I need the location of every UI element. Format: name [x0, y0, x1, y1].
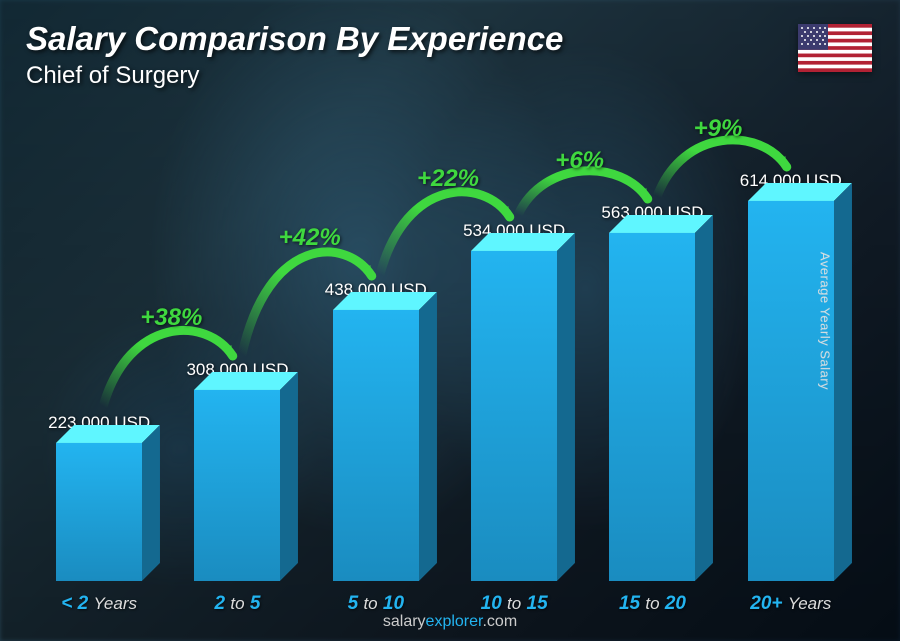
header: Salary Comparison By Experience Chief of…	[26, 20, 563, 90]
bar	[471, 251, 557, 581]
bar-category-label: 5 to 10	[348, 593, 404, 615]
bar-category-label: 10 to 15	[481, 593, 548, 615]
bar-category-label: < 2 Years	[61, 593, 137, 615]
bar-category-label: 20+ Years	[750, 593, 831, 615]
page-subtitle: Chief of Surgery	[26, 62, 563, 90]
bar-group: 614,000 USD20+ Years	[726, 171, 856, 581]
page-title: Salary Comparison By Experience	[26, 20, 563, 58]
bar-group: 438,000 USD5 to 10	[311, 280, 441, 581]
bar	[333, 310, 419, 581]
bar	[194, 390, 280, 581]
growth-pct-label: +38%	[140, 304, 202, 332]
bar-group: 223,000 USD< 2 Years	[34, 413, 164, 581]
footer-attribution: salaryexplorer.com	[0, 613, 900, 631]
bar	[609, 233, 695, 581]
bar-group: 563,000 USD15 to 20	[587, 203, 717, 581]
bar-group: 308,000 USD2 to 5	[172, 360, 302, 581]
growth-pct-label: +42%	[279, 224, 341, 252]
bar-category-label: 15 to 20	[619, 593, 686, 615]
growth-pct-label: +9%	[694, 115, 743, 143]
bar	[56, 443, 142, 581]
footer-prefix: salary	[383, 613, 426, 630]
bar-group: 534,000 USD10 to 15	[449, 221, 579, 581]
y-axis-label: Average Yearly Salary	[817, 251, 832, 389]
us-flag-icon	[798, 24, 872, 72]
growth-pct-label: +6%	[555, 147, 604, 175]
bar-category-label: 2 to 5	[215, 593, 261, 615]
footer-suffix: .com	[482, 613, 517, 630]
footer-highlight: explorer	[426, 613, 483, 630]
growth-pct-label: +22%	[417, 165, 479, 193]
